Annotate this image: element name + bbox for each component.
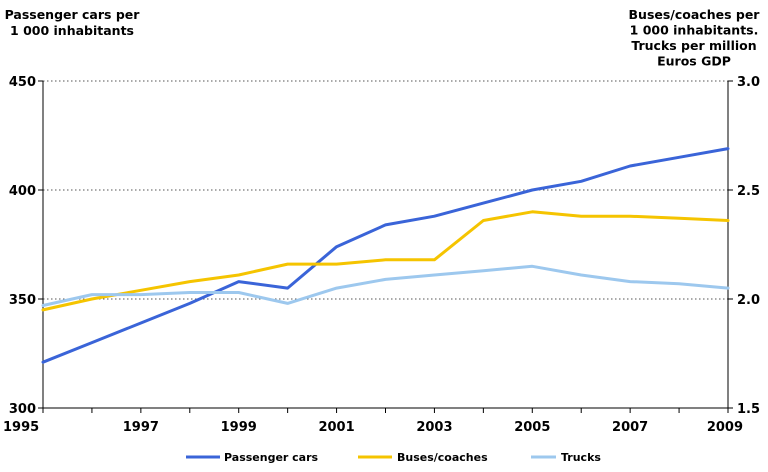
x-tick-label: 2005	[514, 420, 550, 435]
x-tick-label: 1999	[221, 420, 257, 435]
left-tick-label: 350	[9, 293, 36, 308]
axis-titles: Passenger cars per 1 000 inhabitants Buses…	[5, 7, 761, 69]
x-tick-label: 1997	[123, 420, 159, 435]
right-tick-label: 2.0	[737, 293, 760, 308]
right-tick-label: 1.5	[737, 402, 760, 417]
left-tick-label: 300	[9, 402, 36, 417]
x-tick-label: 2003	[416, 420, 452, 435]
x-tick-label: 2009	[707, 420, 743, 435]
left-tick-label: 450	[9, 75, 36, 90]
gridlines	[43, 80, 728, 300]
series-lines	[41, 147, 730, 364]
x-tick-label: 1995	[3, 420, 39, 435]
series-line-passenger-cars	[41, 147, 730, 364]
series-line-trucks	[41, 264, 730, 307]
legend-label-passenger-cars: Passenger cars	[224, 451, 319, 464]
right-axis-title: Buses/coaches per 1 000 inhabitants. Truck…	[629, 7, 761, 69]
x-tick-label: 2007	[612, 420, 648, 435]
right-tick-label: 3.0	[737, 75, 760, 90]
legend: Passenger cars Buses/coaches Trucks	[186, 451, 601, 464]
legend-label-buses-coaches: Buses/coaches	[397, 451, 488, 464]
axes	[38, 80, 733, 413]
tick-labels: 300 350 400 450 1.5 2.0 2.5 3.0 1995 1997 1999 2001…	[3, 75, 760, 435]
right-tick-label: 2.5	[737, 184, 760, 199]
series-line-buses-coaches	[41, 210, 730, 312]
left-axis-title: Passenger cars per 1 000 inhabitants	[5, 7, 141, 38]
legend-label-trucks: Trucks	[561, 451, 601, 464]
left-tick-label: 400	[9, 184, 36, 199]
x-tick-label: 2001	[318, 420, 354, 435]
